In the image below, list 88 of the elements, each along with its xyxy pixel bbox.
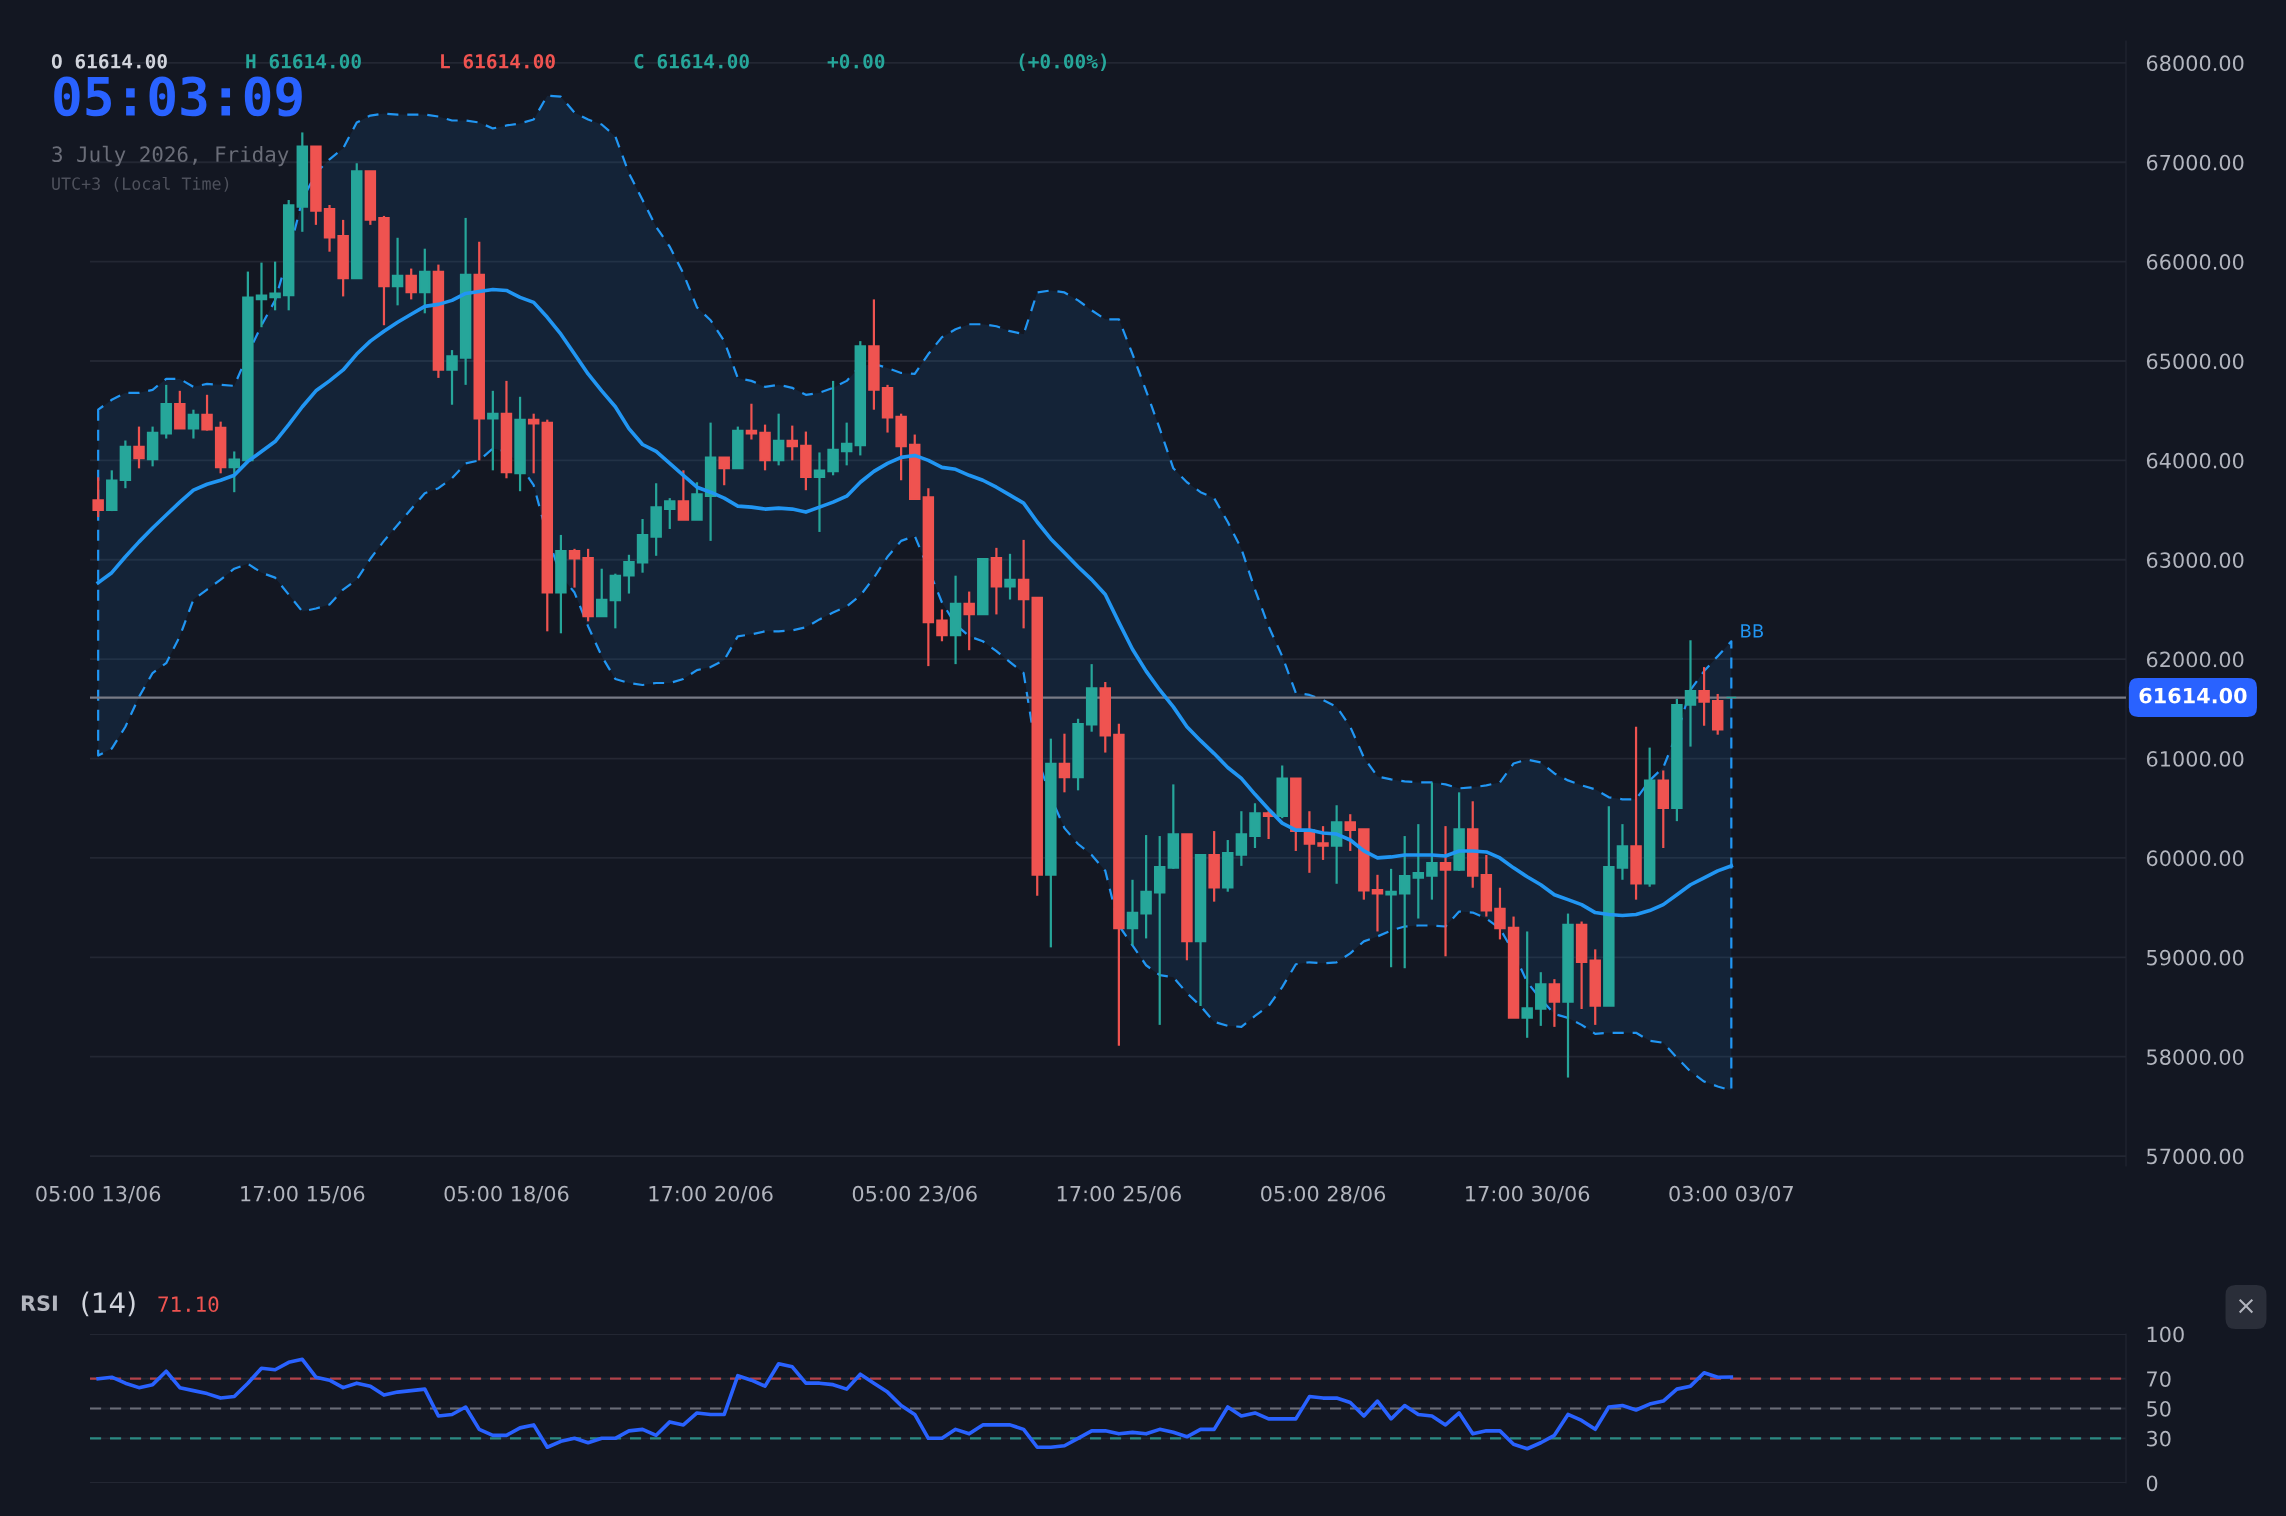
- candlestick: [623, 553, 635, 595]
- candlestick: [595, 567, 608, 618]
- candlestick: [1371, 873, 1384, 933]
- line-series: [96, 287, 1734, 918]
- candlestick: [786, 424, 798, 462]
- candlestick: [568, 547, 581, 589]
- annotation: +0.00: [827, 53, 885, 69]
- candlestick: [1385, 867, 1397, 969]
- candlestick: [1548, 978, 1561, 1028]
- y-tick-label: 30: [2147, 1430, 2171, 1447]
- candlestick: [1684, 639, 1697, 748]
- x-tick-label: 05:00 23/06: [852, 1185, 977, 1204]
- candlestick: [1249, 802, 1261, 850]
- y-tick-label: 63000.00: [2146, 552, 2244, 568]
- x-tick-label: 05:00 28/06: [1261, 1185, 1386, 1204]
- candlestick: [936, 608, 948, 643]
- y-tick-label: 50: [2147, 1400, 2171, 1417]
- y-tick-label: 65000.00: [2146, 353, 2244, 370]
- candlestick: [187, 408, 200, 440]
- candlestick: [827, 379, 839, 477]
- annotation: (+0.00%): [1019, 53, 1107, 71]
- y-tick-label: 66000.00: [2146, 254, 2244, 270]
- candlestick: [1140, 833, 1152, 940]
- annotation: C 61614.00: [634, 53, 749, 69]
- candlestick: [1398, 834, 1411, 970]
- candlestick: [1439, 825, 1452, 958]
- y-tick-label: 59000.00: [2147, 949, 2244, 966]
- candlestick: [487, 389, 499, 472]
- candlestick: [677, 469, 690, 522]
- text: 71.10: [158, 1296, 219, 1313]
- candlestick: [772, 412, 785, 467]
- y-tick-label: 57000.00: [2147, 1148, 2244, 1165]
- candlestick: [1698, 665, 1710, 727]
- candlestick: [405, 267, 417, 301]
- annotation: O 61614.00: [51, 53, 167, 69]
- y-tick-label: 64000.00: [2146, 452, 2244, 469]
- candlestick: [1344, 813, 1356, 853]
- text: BB: [1741, 624, 1763, 638]
- annotation: H 61614.00: [246, 53, 361, 69]
- x-tick-label: 05:00 18/06: [444, 1185, 569, 1204]
- candlestick: [1058, 732, 1071, 794]
- y-tick-label: 62000.00: [2146, 651, 2244, 668]
- x-tick-label: 17:00 15/06: [241, 1185, 365, 1204]
- candlestick: [963, 590, 975, 652]
- candlestick: [664, 497, 676, 531]
- x-tick-label: 17:00 30/06: [1466, 1185, 1590, 1204]
- y-tick-label: 70: [2147, 1371, 2171, 1387]
- annotation: UTC+3 (Local Time): [52, 176, 229, 192]
- candlestick: [1494, 886, 1506, 941]
- candlestick: [840, 421, 853, 467]
- candlestick: [228, 450, 240, 494]
- annotation: 05:03:09: [54, 76, 302, 117]
- chart-title: RSI: [21, 1295, 57, 1312]
- y-tick-label: 67000.00: [2146, 154, 2244, 171]
- x-tick-label: 05:00 13/06: [36, 1185, 161, 1204]
- candlestick: [1235, 810, 1248, 867]
- y-tick-label: 68000.00: [2146, 55, 2244, 72]
- candlestick: [1616, 823, 1629, 881]
- candlestick: [391, 236, 404, 307]
- x-tick-label: 03:00 03/07: [1669, 1185, 1793, 1204]
- candlestick: [1317, 825, 1329, 862]
- candlestick: [1004, 552, 1016, 601]
- annotation: L 61614.00: [441, 53, 555, 69]
- chart-subtitle: (14): [82, 1291, 135, 1317]
- x-tick-label: 17:00 20/06: [649, 1185, 773, 1204]
- y-tick-label: 61000.00: [2146, 750, 2244, 767]
- y-tick-label: 58000.00: [2147, 1049, 2244, 1065]
- annotation: 3 July 2026, Friday: [52, 145, 289, 167]
- y-tick-label: 0: [2146, 1475, 2158, 1492]
- line-series: [96, 1357, 1734, 1451]
- candlestick: [1126, 878, 1139, 947]
- candlestick: [1426, 781, 1438, 901]
- candlestick: [718, 456, 730, 487]
- candlestick: [419, 247, 431, 315]
- candlestick: [446, 348, 458, 406]
- x-tick-label: 17:00 25/06: [1057, 1185, 1181, 1204]
- candlestick: [1521, 930, 1533, 1039]
- candlestick: [92, 476, 104, 519]
- candlestick: [1412, 823, 1425, 920]
- candlestick: [133, 425, 145, 470]
- y-tick-label: 100: [2147, 1326, 2184, 1343]
- y-tick-label: 60000.00: [2146, 850, 2244, 867]
- candlestick: [1017, 538, 1030, 630]
- candlestick: [813, 451, 826, 534]
- text: ×: [2238, 1298, 2254, 1314]
- candlestick: [269, 260, 281, 312]
- ref-line-label: 61614.00: [2139, 687, 2247, 704]
- candlestick: [201, 393, 213, 432]
